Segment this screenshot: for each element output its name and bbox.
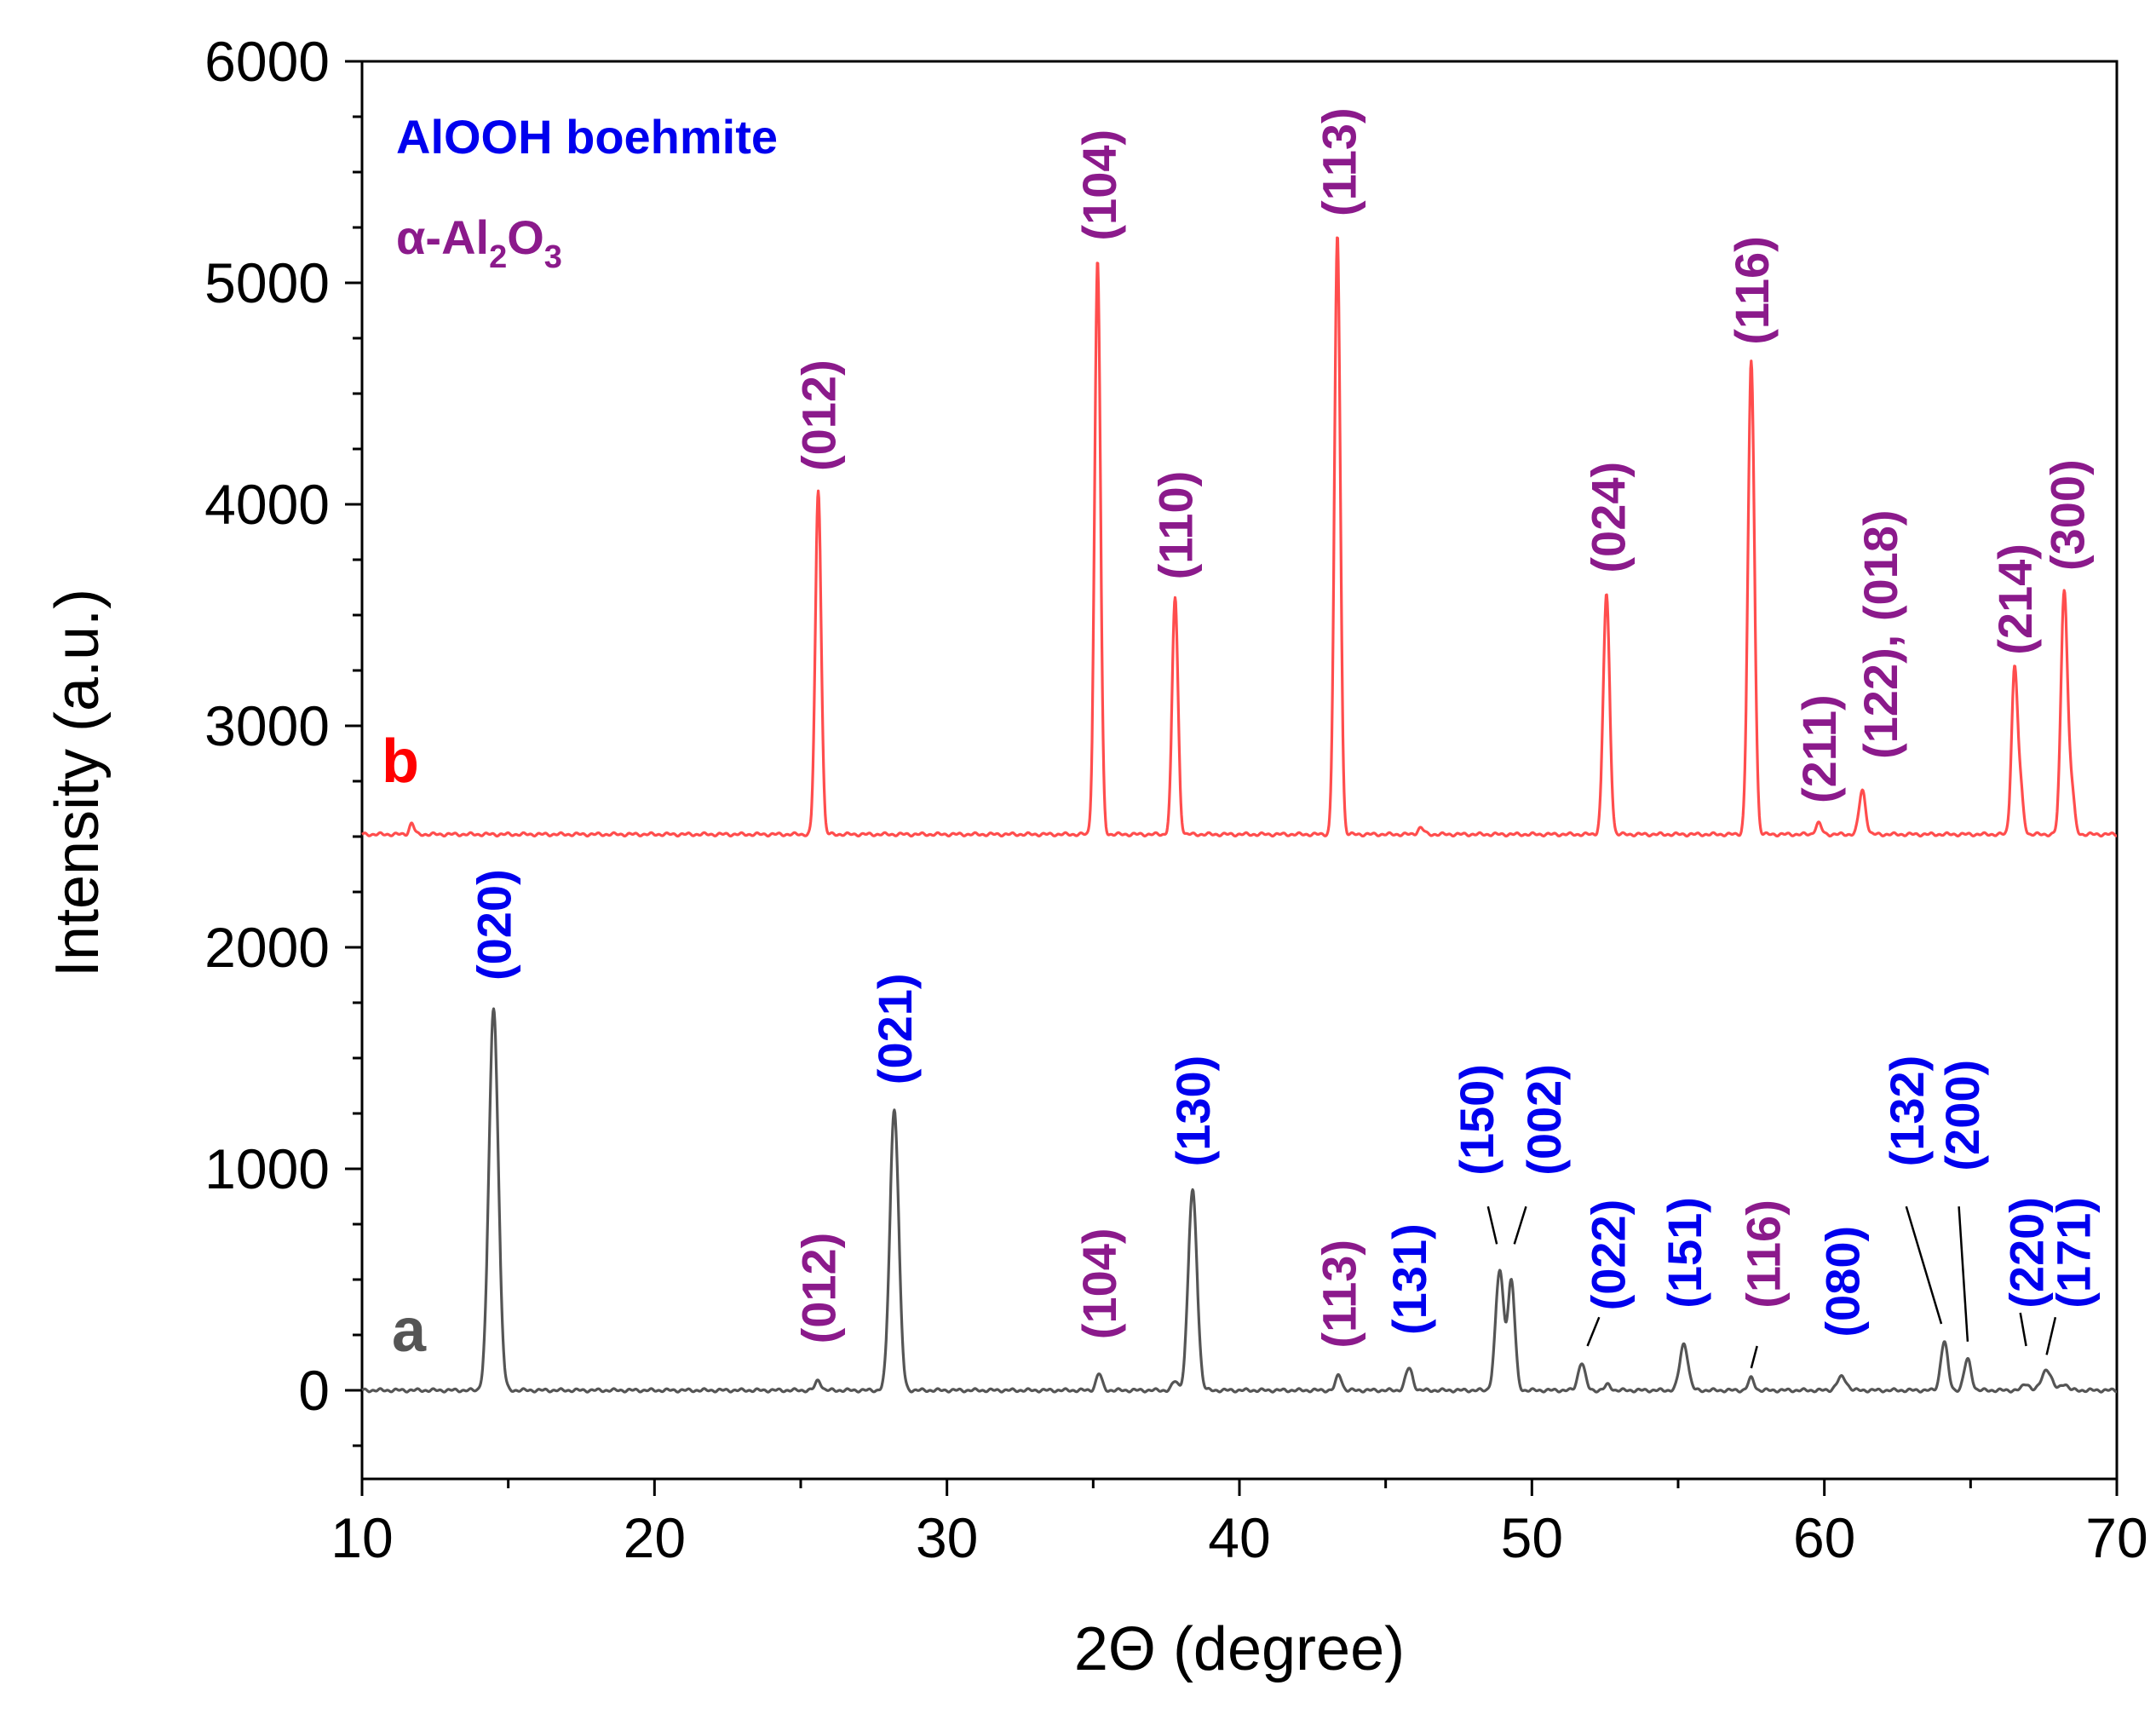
hkl-label: (132) xyxy=(1880,1056,1934,1167)
y-tick-label: 2000 xyxy=(204,916,330,979)
hkl-label: (214) xyxy=(1988,544,2042,655)
hkl-label: (300) xyxy=(2041,459,2095,571)
y-tick-label: 0 xyxy=(298,1359,330,1422)
trace-label-a: a xyxy=(392,1297,427,1365)
hkl-label: (022) xyxy=(1582,1199,1636,1311)
x-tick-label: 20 xyxy=(624,1506,686,1569)
hkl-label: (171) xyxy=(2047,1197,2101,1309)
hkl-label: (113) xyxy=(1313,1240,1366,1349)
hkl-label: (122), (018) xyxy=(1854,509,1907,759)
hkl-label: (150) xyxy=(1450,1064,1503,1176)
leader-line xyxy=(2019,1312,2027,1347)
leader-line xyxy=(1586,1316,1601,1347)
leader-line xyxy=(2045,1316,2057,1355)
legend: AlOOH boehmite α-Al2O3 xyxy=(396,110,778,275)
legend-alumina-sub1: 2 xyxy=(489,239,507,275)
hkl-label: (116) xyxy=(1737,1199,1791,1309)
leader-line xyxy=(1750,1345,1758,1369)
x-tick-label: 10 xyxy=(331,1506,393,1569)
hkl-label: (104) xyxy=(1072,129,1126,241)
x-tick-label: 50 xyxy=(1501,1506,1563,1569)
hkl-label: (110) xyxy=(1149,471,1203,580)
y-tick-label: 4000 xyxy=(204,473,330,536)
hkl-label: (116) xyxy=(1725,236,1779,345)
trace-a xyxy=(361,1007,2118,1394)
hkl-label: (130) xyxy=(1166,1056,1220,1167)
leader-line xyxy=(1905,1205,1943,1325)
legend-boehmite: AlOOH boehmite xyxy=(396,110,778,164)
hkl-label: (211) xyxy=(1792,694,1846,803)
legend-alumina-alpha-al: α-Al xyxy=(396,210,489,264)
hkl-label: (200) xyxy=(1935,1060,1989,1171)
hkl-label: (012) xyxy=(792,360,846,471)
hkl-label: (151) xyxy=(1658,1197,1711,1309)
y-tick-label: 5000 xyxy=(204,251,330,314)
trace-label-b: b xyxy=(382,728,419,796)
hkl-label: (012) xyxy=(792,1233,846,1344)
hkl-label: (131) xyxy=(1383,1223,1436,1335)
x-tick-label: 40 xyxy=(1208,1506,1270,1569)
hkl-label: (024) xyxy=(1582,462,1636,573)
y-axis-title: Intensity (a.u.) xyxy=(43,589,112,977)
y-tick-label: 6000 xyxy=(204,30,330,93)
leader-line xyxy=(1513,1205,1527,1245)
hkl-label: (021) xyxy=(868,973,922,1084)
hkl-label: (002) xyxy=(1517,1064,1571,1176)
x-axis-title: 2Θ (degree) xyxy=(1074,1615,1405,1683)
hkl-label: (080) xyxy=(1815,1226,1869,1337)
legend-alumina-sub2: 3 xyxy=(544,239,562,275)
leader-line xyxy=(1958,1206,1969,1342)
hkl-label: (220) xyxy=(2000,1197,2054,1309)
hkl-label: (020) xyxy=(468,869,521,981)
hkl-label: (104) xyxy=(1072,1228,1126,1339)
x-tick-label: 70 xyxy=(2085,1506,2147,1569)
y-tick-label: 1000 xyxy=(204,1137,330,1200)
legend-alumina-o: O xyxy=(507,210,544,264)
x-tick-label: 30 xyxy=(916,1506,978,1569)
x-tick-label: 60 xyxy=(1793,1506,1855,1569)
leader-line xyxy=(1486,1205,1498,1245)
trace-b xyxy=(361,236,2118,838)
hkl-label: (113) xyxy=(1313,107,1366,216)
y-tick-label: 3000 xyxy=(204,694,330,757)
legend-alumina: α-Al2O3 xyxy=(396,210,562,275)
